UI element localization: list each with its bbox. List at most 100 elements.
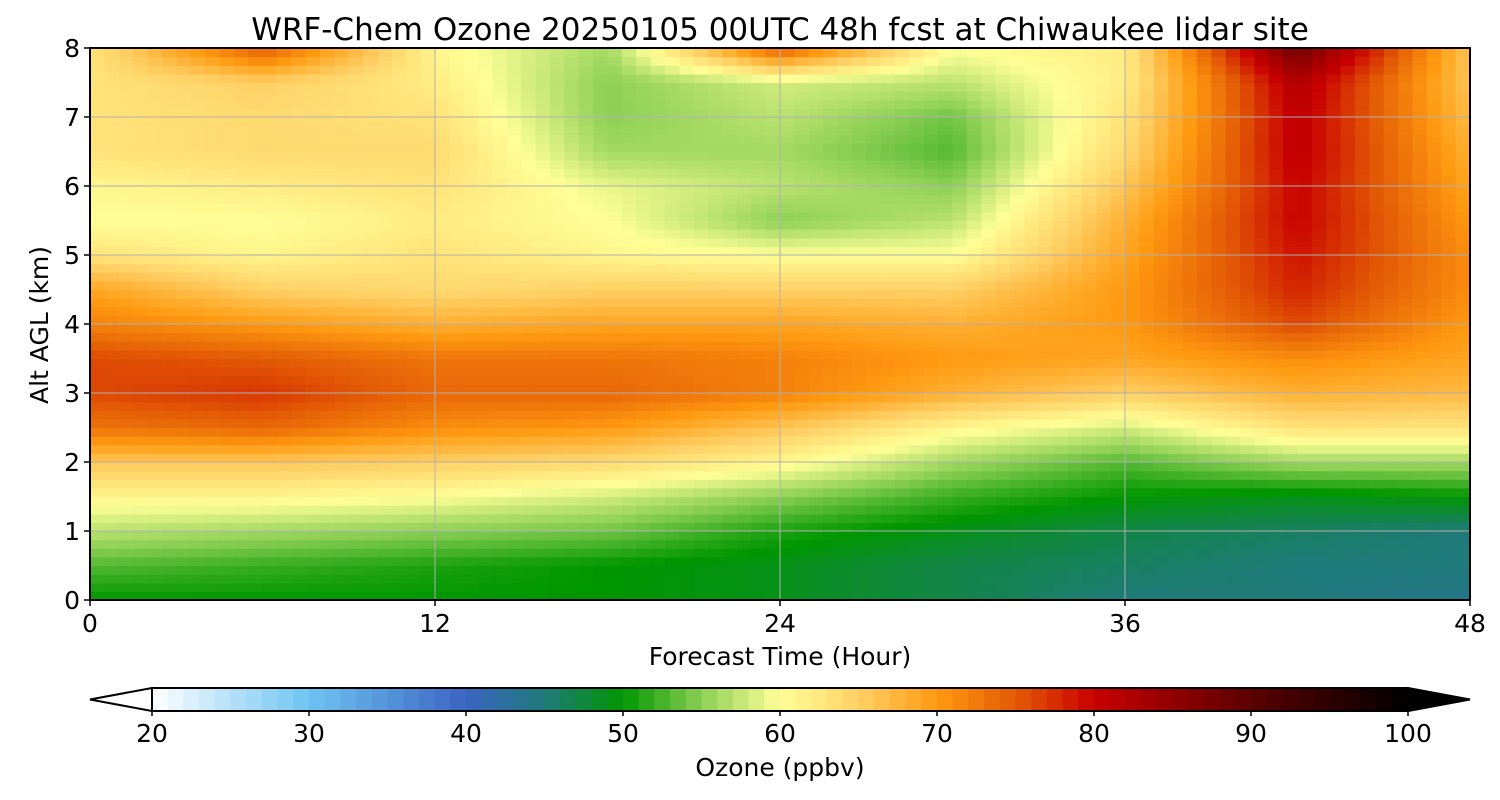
ozone-cell bbox=[449, 574, 465, 584]
ozone-cell bbox=[736, 315, 752, 325]
ozone-cell bbox=[420, 280, 436, 291]
ozone-cell bbox=[708, 289, 724, 299]
ozone-cell bbox=[1110, 582, 1126, 592]
ozone-cell bbox=[981, 306, 997, 316]
ozone-cell bbox=[1168, 582, 1184, 592]
ozone-cell bbox=[391, 401, 407, 411]
ozone-cell bbox=[1441, 315, 1457, 325]
ozone-cell bbox=[981, 418, 997, 429]
ozone-cell bbox=[621, 367, 637, 377]
ozone-cell bbox=[1096, 401, 1112, 411]
ozone-cell bbox=[190, 582, 206, 592]
ozone-cell bbox=[492, 427, 508, 437]
ozone-cell bbox=[377, 582, 393, 592]
ozone-cell bbox=[794, 246, 810, 256]
ozone-cell bbox=[334, 324, 350, 334]
ozone-cell bbox=[607, 203, 623, 213]
ozone-cell bbox=[1053, 591, 1069, 601]
ozone-cell bbox=[923, 211, 939, 222]
ozone-cell bbox=[363, 332, 379, 342]
ozone-cell bbox=[966, 548, 982, 558]
ozone-cell bbox=[262, 401, 278, 411]
ozone-cell bbox=[909, 272, 925, 282]
ozone-cell bbox=[794, 384, 810, 394]
ozone-cell bbox=[938, 582, 954, 592]
ozone-cell bbox=[1211, 306, 1227, 316]
ozone-cell bbox=[521, 289, 537, 299]
ozone-cell bbox=[1254, 436, 1270, 446]
ozone-cell bbox=[449, 211, 465, 222]
ozone-cell bbox=[435, 211, 450, 222]
ozone-cell bbox=[866, 479, 882, 489]
ozone-cell bbox=[205, 263, 220, 273]
ozone-cell bbox=[952, 289, 968, 299]
ozone-cell bbox=[693, 341, 709, 351]
ozone-cell bbox=[190, 272, 206, 282]
ozone-cell bbox=[837, 462, 853, 472]
ozone-cell bbox=[406, 556, 422, 567]
ozone-cell bbox=[780, 211, 795, 222]
ozone-cell bbox=[794, 160, 810, 170]
ozone-cell bbox=[650, 427, 666, 437]
ozone-cell bbox=[391, 177, 407, 187]
ozone-cell bbox=[736, 418, 752, 429]
ozone-cell bbox=[1412, 358, 1428, 368]
ozone-cell bbox=[190, 324, 206, 334]
ozone-cell bbox=[1125, 237, 1140, 247]
ozone-cell bbox=[722, 556, 738, 567]
ozone-cell bbox=[866, 220, 882, 230]
ozone-cell bbox=[1211, 280, 1227, 291]
ozone-cell bbox=[305, 289, 321, 299]
ozone-cell bbox=[751, 306, 767, 316]
ozone-cell bbox=[449, 341, 465, 351]
ozone-cell bbox=[736, 298, 752, 308]
ozone-cell bbox=[966, 565, 982, 575]
ozone-cell bbox=[1412, 487, 1428, 498]
ozone-cell bbox=[176, 160, 192, 170]
ozone-cell bbox=[636, 548, 652, 558]
ozone-cell bbox=[219, 479, 235, 489]
ozone-cell bbox=[233, 393, 249, 403]
ozone-cell bbox=[1110, 531, 1126, 541]
ozone-cell bbox=[679, 358, 695, 368]
ozone-cell bbox=[1383, 177, 1399, 187]
ozone-cell bbox=[118, 539, 134, 549]
ozone-cell bbox=[506, 487, 522, 498]
ozone-cell bbox=[650, 479, 666, 489]
ozone-cell bbox=[808, 487, 824, 498]
ozone-cell bbox=[1383, 487, 1399, 498]
ozone-cell bbox=[1196, 410, 1212, 420]
ozone-cell bbox=[1283, 444, 1299, 454]
ozone-cell bbox=[1081, 531, 1097, 541]
ozone-cell bbox=[233, 505, 249, 515]
ozone-cell bbox=[895, 531, 910, 541]
ozone-cell bbox=[248, 427, 264, 437]
ozone-cell bbox=[995, 168, 1011, 178]
ozone-cell bbox=[765, 418, 781, 429]
ozone-cell bbox=[1398, 565, 1414, 575]
ozone-cell bbox=[104, 367, 120, 377]
ozone-cell bbox=[1038, 151, 1054, 161]
ozone-cell bbox=[1369, 332, 1385, 342]
ozone-cell bbox=[665, 186, 680, 196]
ozone-cell bbox=[176, 315, 192, 325]
ozone-cell bbox=[348, 229, 364, 239]
ozone-cell bbox=[636, 487, 652, 498]
ozone-cell bbox=[219, 298, 235, 308]
ozone-cell bbox=[1225, 246, 1241, 256]
ozone-cell bbox=[621, 548, 637, 558]
ozone-cell bbox=[722, 427, 738, 437]
ozone-cell bbox=[463, 548, 479, 558]
ozone-cell bbox=[449, 556, 465, 567]
ozone-cell bbox=[636, 246, 652, 256]
ozone-cell bbox=[621, 151, 637, 161]
ozone-cell bbox=[1254, 410, 1270, 420]
ozone-cell bbox=[880, 367, 896, 377]
ozone-cell bbox=[1010, 332, 1025, 342]
ozone-cell bbox=[161, 367, 177, 377]
ozone-cell bbox=[305, 513, 321, 523]
ozone-cell bbox=[1081, 393, 1097, 403]
ozone-cell bbox=[1153, 341, 1169, 351]
ozone-cell bbox=[966, 496, 982, 506]
ozone-cell bbox=[650, 280, 666, 291]
